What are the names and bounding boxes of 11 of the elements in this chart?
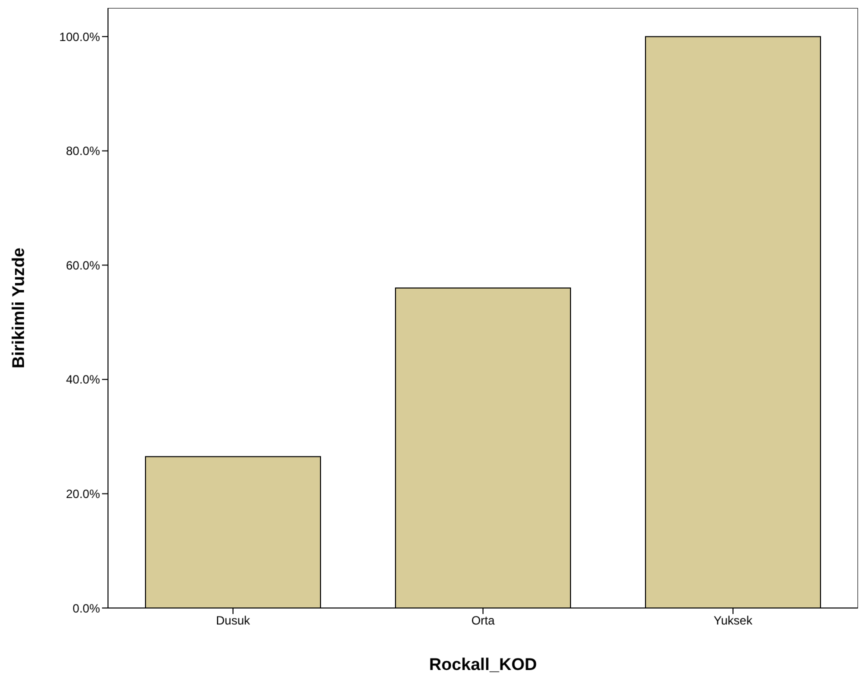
y-tick-label: 0.0% [72,601,100,616]
y-tick-label: 40.0% [66,372,100,387]
x-axis-title: Rockall_KOD [429,655,537,674]
y-tick-label: 100.0% [59,30,100,44]
x-tick-label: Dusuk [216,614,252,628]
y-tick-label: 60.0% [66,258,100,272]
y-tick-label: 80.0% [66,144,100,158]
y-axis-title: Birikimli Yuzde [9,248,28,368]
x-tick-label: Orta [471,614,495,628]
x-tick-label: Yuksek [714,614,754,628]
y-tick-label: 20.0% [66,486,100,501]
